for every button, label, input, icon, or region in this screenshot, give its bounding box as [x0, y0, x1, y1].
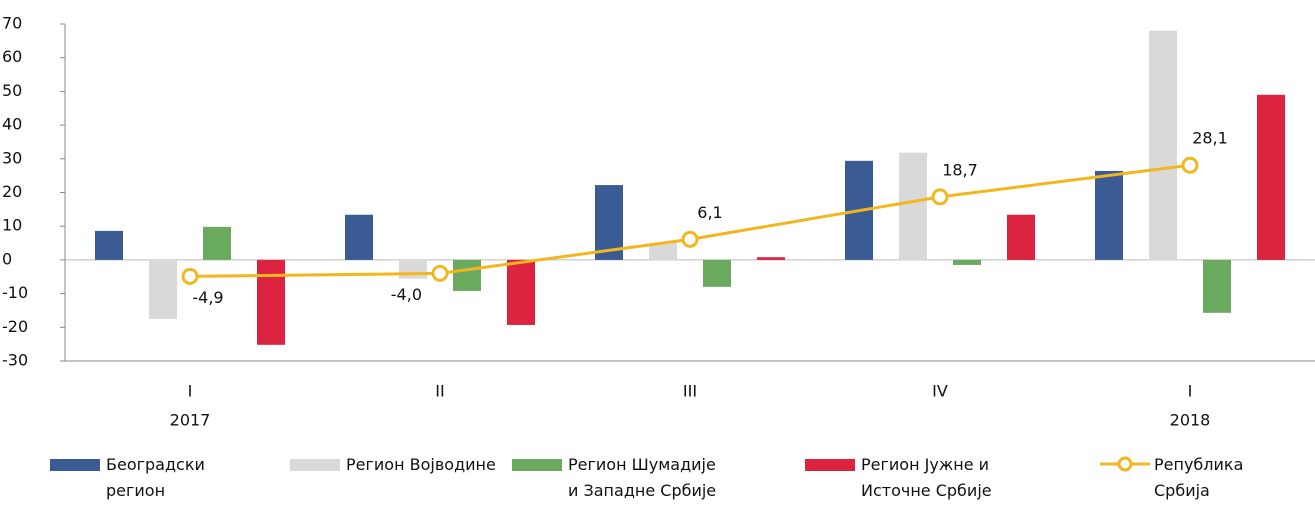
- y-tick-label: 60: [2, 47, 22, 66]
- y-tick-label: 70: [2, 14, 22, 33]
- y-tick-label: -10: [2, 283, 28, 302]
- bar: [595, 185, 623, 260]
- legend-item: Регион Јужне и Источне Србије: [805, 452, 1011, 504]
- legend-item: Република Србија: [1100, 452, 1264, 504]
- bar: [257, 259, 285, 345]
- line-point: [181, 267, 199, 285]
- line-point: [931, 188, 949, 206]
- y-tick-label: 10: [2, 216, 22, 235]
- bar: [95, 230, 123, 260]
- data-label: -4,9: [192, 288, 223, 307]
- legend-label: Београдски регион: [106, 455, 205, 500]
- y-tick-label: 20: [2, 182, 22, 201]
- bar: [149, 259, 177, 319]
- legend-item: Регион Шумадије и Западне Србије: [512, 452, 718, 504]
- y-tick-label: -30: [2, 351, 28, 370]
- bar: [203, 226, 231, 260]
- legend-item: Београдски регион: [50, 452, 256, 504]
- legend: Београдски регион Регион Војводине Регион …: [0, 452, 1315, 505]
- bar: [953, 259, 981, 265]
- legend-swatch: [805, 459, 855, 471]
- legend-swatch: [50, 459, 100, 471]
- legend-label: Регион Јужне и Источне Србије: [861, 455, 992, 500]
- x-tick-label: I: [1188, 382, 1193, 401]
- line-point: [681, 230, 699, 248]
- legend-swatch: [290, 459, 340, 471]
- legend-label: Република Србија: [1154, 455, 1244, 500]
- bar: [703, 259, 731, 287]
- y-tick-label: -20: [2, 317, 28, 336]
- bar: [1149, 30, 1177, 260]
- data-label: -4,0: [391, 285, 422, 304]
- bar: [345, 214, 373, 260]
- legend-label: Регион Војводине: [346, 455, 496, 474]
- line-point: [1181, 156, 1199, 174]
- bar: [399, 259, 427, 279]
- y-tick-label: 0: [2, 249, 12, 268]
- bar: [453, 259, 481, 291]
- data-label: 6,1: [697, 203, 722, 222]
- x-tick-label: III: [683, 382, 697, 401]
- legend-marker: [1117, 456, 1133, 472]
- bar: [757, 257, 785, 260]
- x-tick-label: IV: [932, 382, 948, 401]
- line-point: [431, 264, 449, 282]
- data-label: 18,7: [942, 160, 978, 179]
- year-label: 2018: [1170, 411, 1211, 430]
- x-tick-label: I: [188, 382, 193, 401]
- y-tick-label: 30: [2, 148, 22, 167]
- bar: [507, 259, 535, 325]
- y-tick-label: 50: [2, 81, 22, 100]
- year-label: 2017: [170, 411, 211, 430]
- data-label: 28,1: [1192, 129, 1228, 148]
- bar: [1007, 214, 1035, 260]
- legend-item: Регион Војводине: [290, 452, 496, 478]
- x-tick-label: II: [435, 382, 444, 401]
- bar: [649, 243, 677, 260]
- bar: [1203, 259, 1231, 313]
- y-tick-label: 40: [2, 115, 22, 134]
- legend-swatch: [512, 459, 562, 471]
- bar: [1095, 170, 1123, 260]
- bar: [899, 152, 927, 260]
- legend-label: Регион Шумадије и Западне Србије: [568, 455, 717, 500]
- bar: [1257, 94, 1285, 260]
- legend-swatch: [1100, 456, 1150, 472]
